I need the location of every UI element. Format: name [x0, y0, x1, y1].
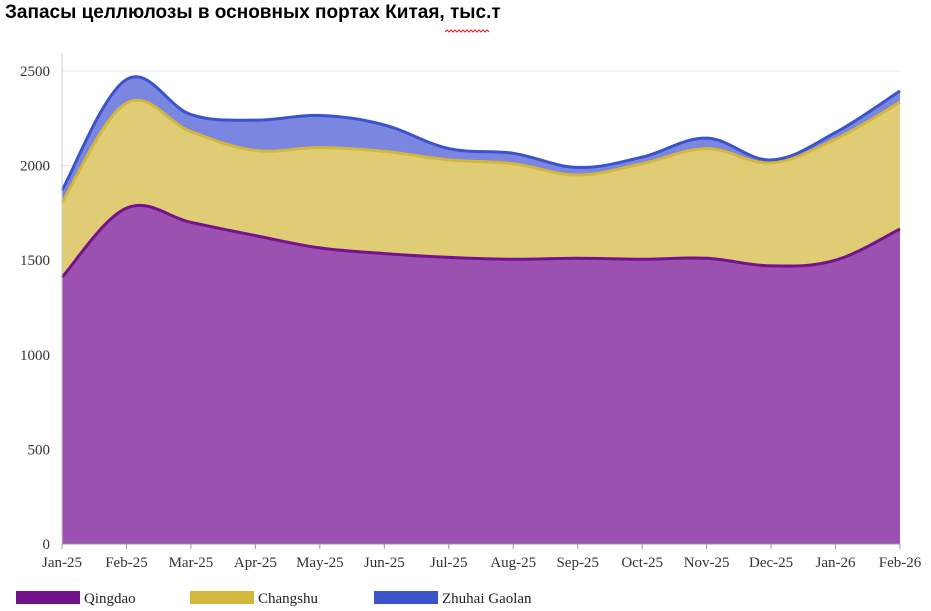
y-tick-label: 2500 — [20, 64, 50, 80]
y-tick-label: 2000 — [20, 159, 50, 175]
x-tick-label: Apr-25 — [234, 555, 277, 571]
x-tick-label: Jun-25 — [364, 555, 405, 571]
x-tick-label: Feb-26 — [879, 555, 922, 571]
x-tick-label: Oct-25 — [621, 555, 663, 571]
y-tick-label: 1500 — [20, 253, 50, 269]
line-changshu — [60, 98, 901, 204]
legend-swatch-qingdao — [16, 591, 80, 604]
x-tick-label: Feb-25 — [105, 555, 148, 571]
x-tick-label: May-25 — [296, 555, 344, 571]
legend-swatch-changshu — [190, 591, 254, 604]
x-tick-label: Jan-25 — [42, 555, 82, 571]
y-tick-label: 1000 — [20, 348, 50, 364]
x-tick-label: Dec-25 — [749, 555, 793, 571]
x-tick-label: Jul-25 — [430, 555, 468, 571]
x-tick-label: Nov-25 — [684, 555, 730, 571]
x-tick-label: Mar-25 — [169, 555, 214, 571]
legend-label-changshu: Changshu — [258, 591, 319, 607]
y-tick-label: 500 — [28, 442, 51, 458]
area-changshu — [62, 100, 900, 278]
chart-title: Запасы целлюлозы в основных портах Китая… — [5, 2, 501, 23]
x-tick-label: Aug-25 — [490, 555, 536, 571]
area-zhuhai-gaolan — [62, 76, 900, 203]
x-tick-label: Sep-25 — [556, 555, 599, 571]
line-qingdao — [60, 203, 901, 279]
line-zhuhai-gaolan — [60, 75, 901, 191]
y-tick-label: 0 — [43, 537, 51, 553]
legend-swatch-zhuhai-gaolan — [374, 591, 438, 604]
legend-label-zhuhai-gaolan: Zhuhai Gaolan — [442, 591, 532, 607]
x-tick-label: Jan-26 — [816, 555, 856, 571]
spellcheck-underline — [445, 29, 490, 33]
legend-label-qingdao: Qingdao — [84, 591, 136, 607]
area-qingdao — [62, 205, 900, 544]
